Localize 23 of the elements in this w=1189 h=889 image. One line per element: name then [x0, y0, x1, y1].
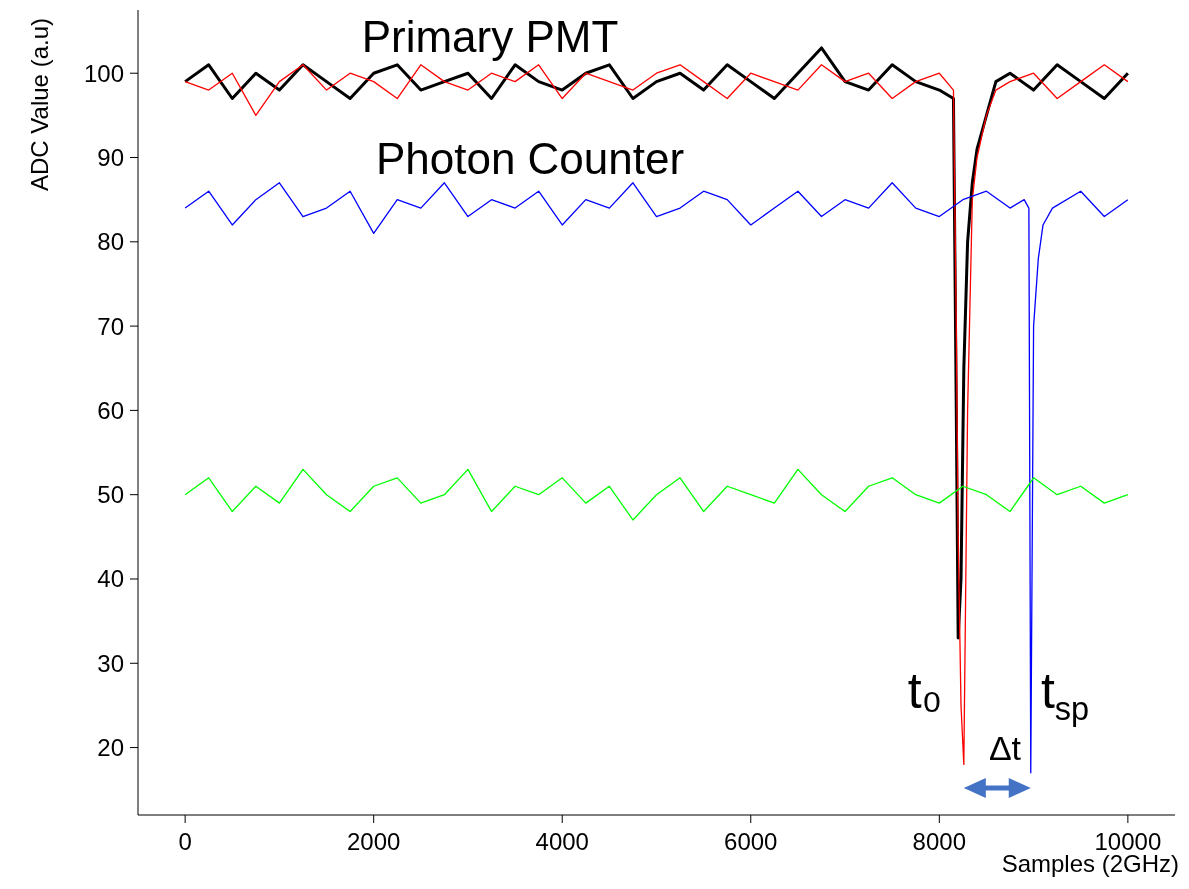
- line-series: [184, 468, 1129, 521]
- y-tick-label: 70: [97, 312, 124, 340]
- line-series: [184, 64, 1129, 766]
- y-tick-label: 40: [97, 565, 124, 593]
- annotation: Δt: [988, 729, 1022, 767]
- annotation: Photon Counter: [375, 133, 685, 183]
- x-tick-label: 8000: [912, 828, 967, 856]
- y-tick-label: 30: [97, 649, 124, 677]
- y-tick-label: 20: [97, 734, 124, 762]
- y-tick-label: 50: [97, 481, 124, 509]
- annotation: t$_{sp}$: [1040, 663, 1090, 727]
- y-tick-label: 100: [83, 59, 124, 87]
- annotation: t₀: [907, 663, 943, 719]
- y-tick-label: 80: [97, 228, 124, 256]
- annotation: Primary PMT: [361, 11, 619, 61]
- y-tick-label: 90: [97, 144, 124, 172]
- x-tick-label: 6000: [724, 828, 778, 856]
- x-tick-label: 2000: [346, 828, 401, 856]
- y-tick-label: 60: [97, 396, 124, 424]
- y-axis-title: ADC Value (a.u): [26, 18, 53, 191]
- line-series: [184, 182, 1129, 774]
- x-tick-label: 0: [178, 828, 192, 856]
- x-tick-label: 4000: [535, 828, 589, 856]
